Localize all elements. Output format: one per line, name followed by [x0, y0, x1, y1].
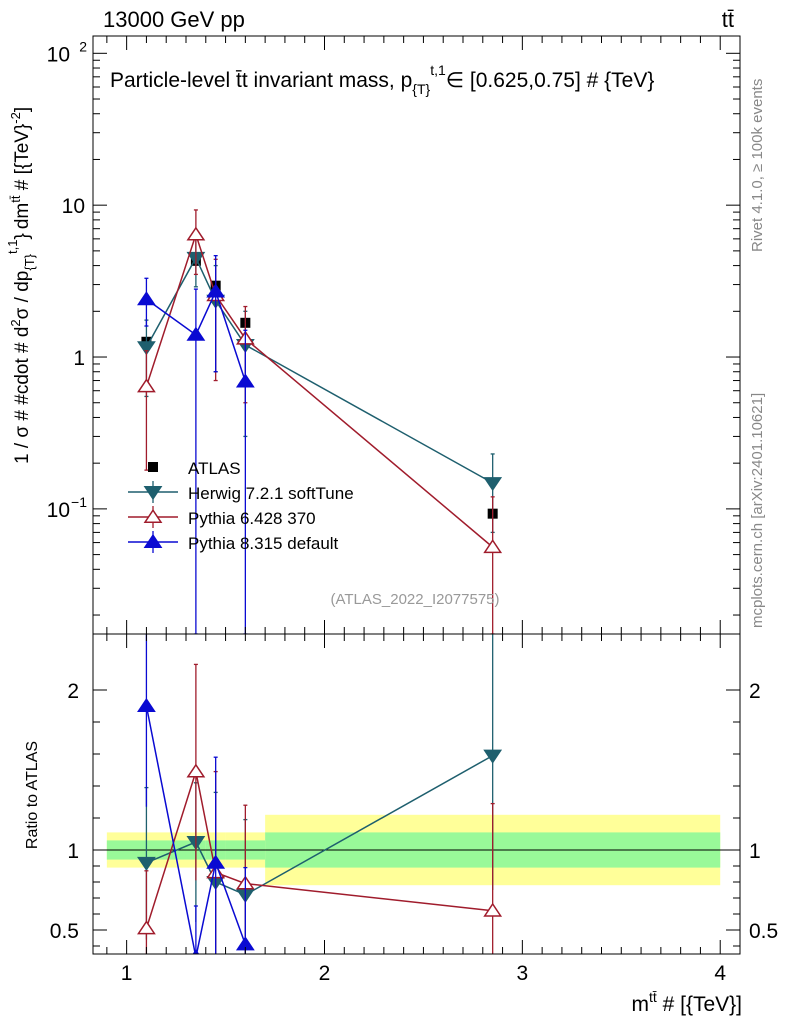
data-point-py6: [483, 538, 503, 554]
ylabel-part4: dm: [12, 203, 33, 229]
ylabel-part2: σ / dp: [12, 271, 33, 320]
ratio-point-py6: [186, 763, 206, 778]
ratio-point-py8: [192, 949, 200, 954]
ratio-y-tick-label-right: 1: [749, 840, 761, 863]
data-point-py8: [206, 283, 226, 298]
ratio-point-herwig: [483, 749, 503, 764]
ratio-point-py6: [137, 920, 156, 935]
ylabel-part3: }: [12, 233, 33, 239]
x-tick-label: 2: [319, 962, 331, 985]
data-point-py6: [137, 378, 156, 393]
series-py6: [137, 209, 503, 634]
ratio-series-herwig: [137, 634, 503, 954]
legend-label-atlas: ATLAS: [188, 459, 241, 478]
ylabel-part5: # [{TeV}: [12, 124, 33, 196]
legend-marker-herwig: [143, 486, 163, 501]
ylabel-sup2: 2: [8, 319, 23, 326]
ratio-y-tick-label-right: 0.5: [749, 920, 778, 943]
mcplots-label: mcplots.cern.ch [arXiv:2401.10621]: [749, 393, 766, 628]
ylabel-sub: {T}: [22, 253, 37, 270]
xlabel-tail: # [{TeV}]: [657, 993, 742, 1016]
main-title-sub: {T}: [412, 81, 430, 97]
legend-marker-py8: [143, 533, 163, 548]
ylabel-part1: 1 / σ # #cdot # d: [12, 327, 33, 464]
x-tick-label: 1: [121, 962, 133, 985]
legend-label-herwig: Herwig 7.2.1 softTune: [188, 484, 354, 503]
energy-label: 13000 GeV pp: [103, 7, 245, 32]
legend-label-py6: Pythia 6.428 370: [188, 509, 316, 528]
main-y-tick-label: 10: [62, 195, 85, 218]
xlabel-main: m: [631, 993, 649, 1016]
legend-marker-py6: [143, 508, 163, 523]
analysis-watermark: (ATLAS_2022_I2077575): [330, 591, 499, 608]
ratio-series-py8: [137, 634, 255, 954]
ratio-point-herwig: [137, 856, 156, 871]
data-point-herwig: [483, 477, 503, 492]
main-y-tick-exponent: −1: [71, 494, 87, 510]
ylabel-sup-t1: t,1: [5, 240, 20, 254]
ratio-point-py6: [483, 902, 503, 917]
ratio-y-tick-label: 1: [67, 840, 79, 863]
legend-label-py8: Pythia 8.315 default: [188, 534, 339, 553]
ratio-panel: 0.5 0.5 1 1 2 2 1 2 3 4: [50, 633, 778, 985]
process-label: tt̄: [722, 7, 734, 32]
main-title-text: Particle-level t̄t invariant mass, p: [110, 69, 412, 92]
main-y-tick-label: 10: [47, 499, 70, 522]
x-tick-label: 4: [714, 962, 726, 985]
ratio-line-py8: [145, 705, 247, 954]
ratio-y-tick-label: 0.5: [50, 920, 79, 943]
xlabel-sup: tt̄: [649, 989, 657, 1005]
legend-marker-atlas: [148, 462, 158, 472]
data-point-py6: [186, 226, 206, 241]
ylabel-part6: ]: [12, 107, 33, 112]
main-title-sup: t,1: [430, 62, 446, 78]
main-y-tick-label: 10: [47, 43, 70, 66]
main-title: Particle-level t̄t invariant mass, p{T}t…: [110, 62, 654, 97]
ylabel-sup-m2: -2: [8, 112, 23, 124]
main-y-tick-label: 1: [73, 347, 85, 370]
x-axis-label: mtt̄ # [{TeV}]: [631, 989, 742, 1016]
ratio-frame: [92, 633, 741, 955]
ratio-y-axis-label: Ratio to ATLAS: [24, 741, 41, 849]
x-tick-label: 3: [517, 962, 529, 985]
data-point-py8: [186, 326, 206, 341]
legend: ATLAS Herwig 7.2.1 softTune Pythia 6.428 3…: [128, 459, 354, 553]
ratio-y-tick-label: 2: [67, 680, 79, 703]
rivet-version-label: Rivet 4.1.0, ≥ 100k events: [749, 79, 766, 252]
ratio-y-tick-label-right: 2: [749, 680, 761, 703]
series-line-py8: [145, 289, 247, 382]
data-point-herwig: [137, 341, 156, 356]
series-py8: [137, 255, 255, 634]
series-line-herwig: [145, 256, 494, 484]
ratio-point-py8: [206, 854, 226, 869]
data-point-py8: [235, 373, 255, 388]
main-y-axis-label: 1 / σ # #cdot # d2σ / dp{T}t,1} dmtt̄ # […: [5, 107, 37, 464]
ratio-point-py8: [137, 697, 156, 712]
main-y-tick-exponent: 2: [79, 38, 87, 54]
ylabel-sup-tt: tt̄: [8, 195, 23, 203]
data-point-py8: [137, 291, 156, 306]
main-title-tail: ∈ [0.625,0.75] # {TeV}: [446, 69, 655, 92]
